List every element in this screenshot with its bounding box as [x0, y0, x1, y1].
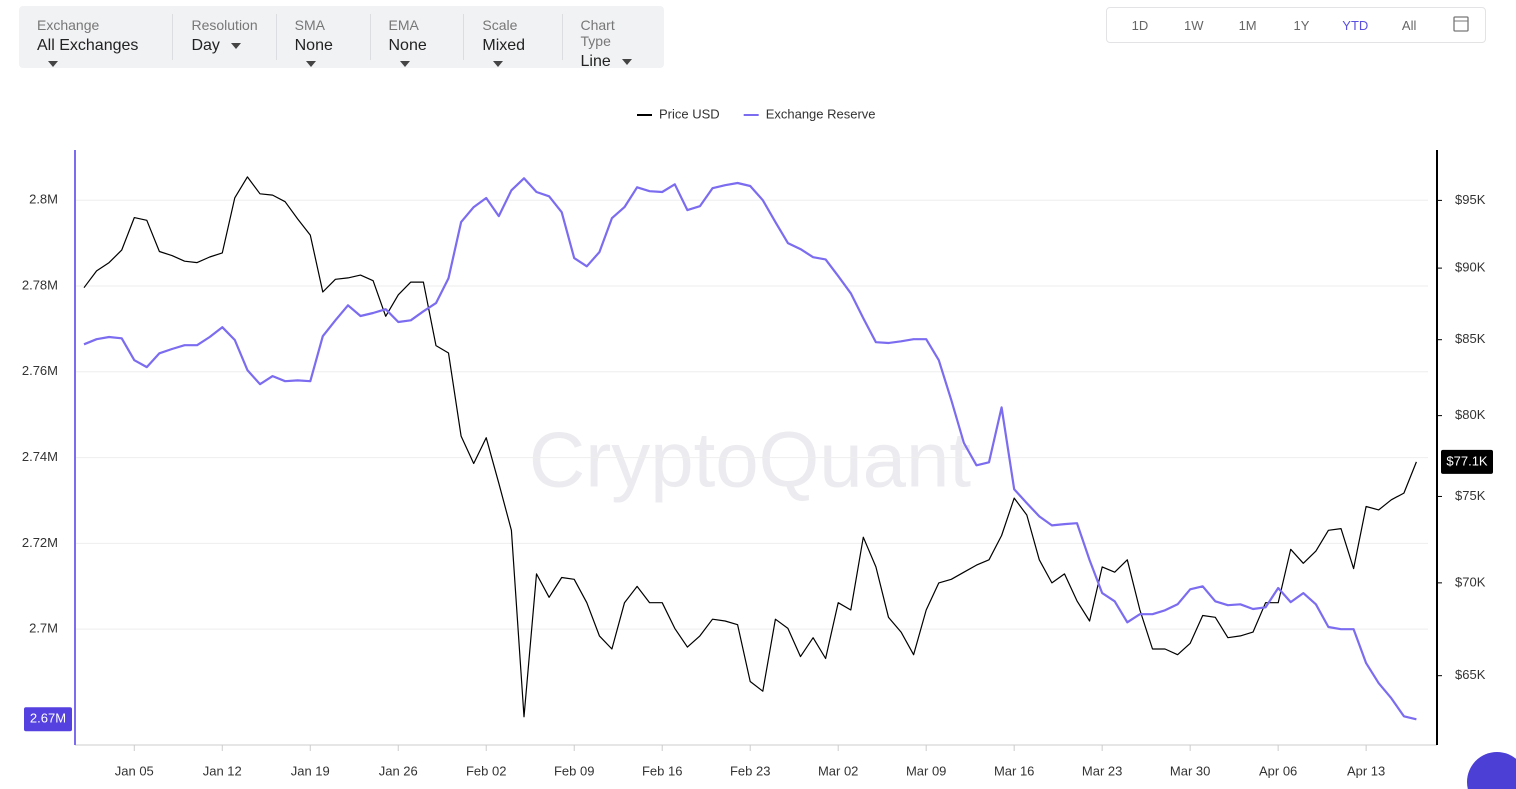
x-tick-label: Jan 05: [115, 763, 154, 778]
x-tick-label: Jan 26: [379, 763, 418, 778]
series-line: [83, 177, 1417, 721]
dropdown-value[interactable]: Line: [581, 53, 647, 71]
dropdown[interactable]: Chart Type Line: [563, 14, 665, 70]
x-tick-label: Feb 23: [730, 763, 770, 778]
y-tick-label: 2.78M: [22, 277, 58, 292]
y2-tick-label: $85K: [1455, 331, 1486, 346]
watermark: CryptoQuant: [529, 416, 972, 504]
current-value-label: $77.1K: [1446, 453, 1488, 468]
dropdown-value[interactable]: Day: [191, 37, 257, 55]
x-tick-label: Mar 02: [818, 763, 858, 778]
x-tick-label: Mar 30: [1170, 763, 1210, 778]
chat-button[interactable]: [1467, 752, 1516, 789]
x-tick-label: Jan 19: [291, 763, 330, 778]
range-button[interactable]: YTD: [1342, 17, 1369, 33]
y-tick-label: 2.76M: [22, 363, 58, 378]
x-tick-label: Apr 06: [1259, 763, 1297, 778]
x-tick-label: Mar 16: [994, 763, 1034, 778]
dropdown-value[interactable]: Mixed: [482, 37, 543, 73]
x-tick-label: Mar 23: [1082, 763, 1122, 778]
x-tick-label: Feb 02: [466, 763, 506, 778]
series-line: [83, 176, 1417, 718]
dropdown-value[interactable]: All Exchanges: [37, 37, 154, 73]
current-value-badge: [24, 707, 72, 732]
dropdown-label: Chart Type: [580, 17, 615, 49]
dropdown-label: Scale: [482, 17, 518, 33]
dropdown[interactable]: Exchange All Exchanges: [19, 14, 174, 60]
calendar-button[interactable]: [1436, 15, 1485, 35]
range-button[interactable]: 1M: [1238, 17, 1257, 33]
toolbar: Exchange All Exchanges Resolution Day SMA Non…: [19, 6, 665, 70]
x-tick-label: Feb 16: [642, 763, 682, 778]
legend-label: Price USD: [659, 106, 720, 121]
y-tick-label: 2.8M: [29, 192, 58, 207]
dropdown[interactable]: EMA None: [371, 14, 465, 60]
range-selector: 1D 1W 1M 1Y YTD All: [1106, 7, 1486, 43]
dropdown-value[interactable]: None: [389, 37, 446, 73]
dropdown-label: SMA: [294, 17, 325, 33]
y2-tick-label: $65K: [1455, 667, 1486, 682]
current-value-label: 2.67M: [30, 711, 66, 726]
y2-tick-label: $95K: [1455, 192, 1486, 207]
y2-tick-label: $70K: [1455, 574, 1486, 589]
current-value-badge: [1441, 449, 1493, 474]
dropdown-label: Resolution: [191, 17, 258, 33]
x-tick-label: Apr 13: [1347, 763, 1385, 778]
calendar-icon: [1453, 16, 1469, 32]
dropdown[interactable]: SMA None: [277, 14, 371, 60]
y2-tick-label: $90K: [1455, 260, 1486, 275]
dropdown-value[interactable]: None: [295, 37, 352, 73]
y-tick-label: 2.7M: [29, 621, 58, 636]
dropdown-label: Exchange: [37, 17, 100, 33]
dropdown-label: EMA: [388, 17, 419, 33]
range-button[interactable]: 1Y: [1293, 17, 1310, 33]
y2-tick-label: $80K: [1455, 407, 1486, 422]
range-button[interactable]: 1D: [1131, 17, 1149, 33]
dropdown[interactable]: Resolution Day: [173, 14, 277, 60]
y-tick-label: 2.74M: [22, 449, 58, 464]
range-button[interactable]: 1W: [1184, 17, 1204, 33]
x-tick-label: Feb 09: [554, 763, 594, 778]
range-button[interactable]: All: [1401, 17, 1417, 33]
legend-label: Exchange Reserve: [766, 106, 876, 121]
x-tick-label: Jan 12: [203, 763, 242, 778]
x-tick-label: Mar 09: [906, 763, 946, 778]
y2-tick-label: $75K: [1455, 488, 1486, 503]
y-tick-label: 2.72M: [22, 535, 58, 550]
dropdown[interactable]: Scale Mixed: [464, 14, 563, 60]
